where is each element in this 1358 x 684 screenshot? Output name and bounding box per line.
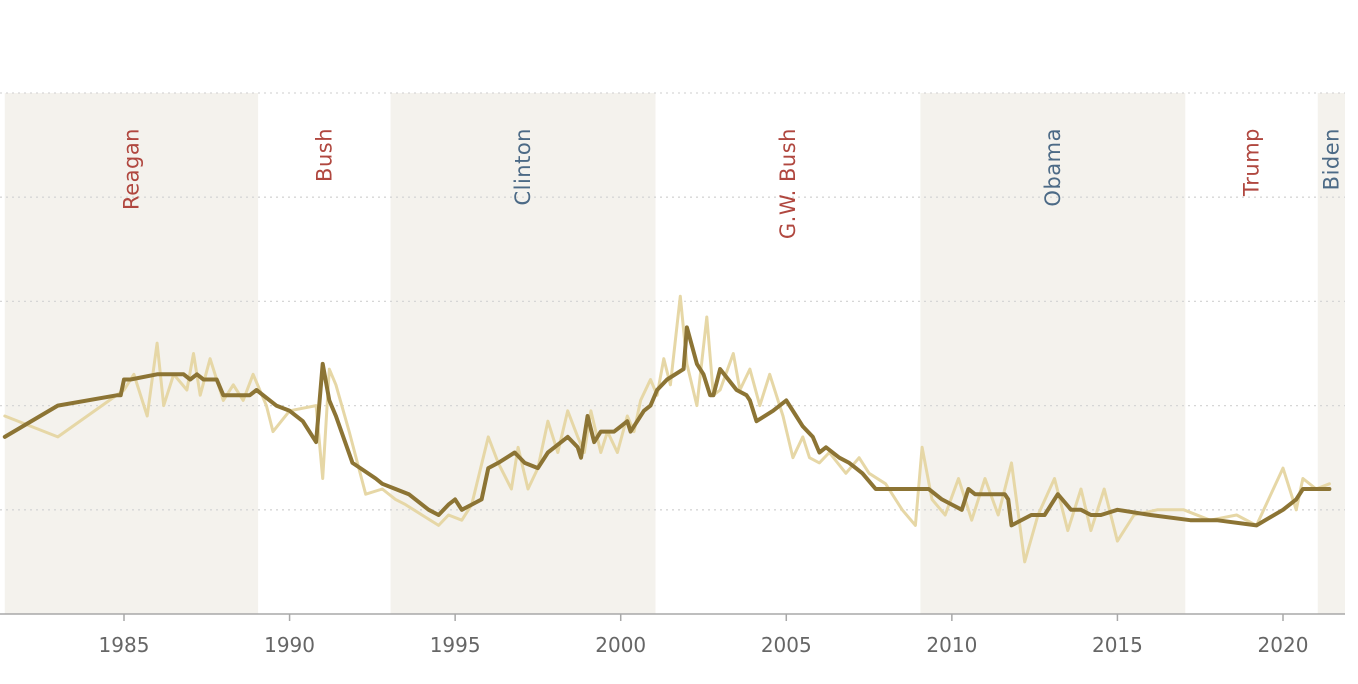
presidency-band-biden [1317, 93, 1345, 614]
x-tick-label-2005: 2005 [761, 633, 812, 657]
x-tick-label-1985: 1985 [99, 633, 150, 657]
x-tick-label-2000: 2000 [595, 633, 646, 657]
presidency-label-reagan: Reagan [119, 128, 143, 210]
x-tick-label-1990: 1990 [264, 633, 315, 657]
presidency-band-clinton [390, 93, 656, 614]
x-tick-label-2015: 2015 [1092, 633, 1143, 657]
presidency-band-obama [920, 93, 1186, 614]
presidency-label-bush: Bush [312, 128, 336, 182]
presidency-label-biden: Biden [1319, 128, 1343, 190]
raw-series-line [3, 294, 1331, 564]
presidency-label-g-w-bush: G.W. Bush [776, 128, 800, 239]
presidency-labels: Reagan Bush Clinton G.W. Bush Obama Trump Bide… [119, 128, 1343, 239]
presidency-label-clinton: Clinton [511, 128, 535, 206]
smoothed-series-line [2, 325, 1332, 528]
x-tick-label-1995: 1995 [430, 633, 481, 657]
presidency-label-trump: Trump [1240, 128, 1264, 197]
presidency-band-reagan [4, 93, 259, 614]
x-tick-label-2020: 2020 [1258, 633, 1309, 657]
x-axis-ticks: 1985 1990 1995 2000 2005 2010 2015 2020 [99, 614, 1309, 657]
gridlines [0, 92, 1345, 511]
presidency-shading [4, 93, 1345, 614]
series-lines [2, 294, 1332, 564]
x-tick-label-2010: 2010 [926, 633, 977, 657]
presidency-label-obama: Obama [1041, 128, 1065, 207]
